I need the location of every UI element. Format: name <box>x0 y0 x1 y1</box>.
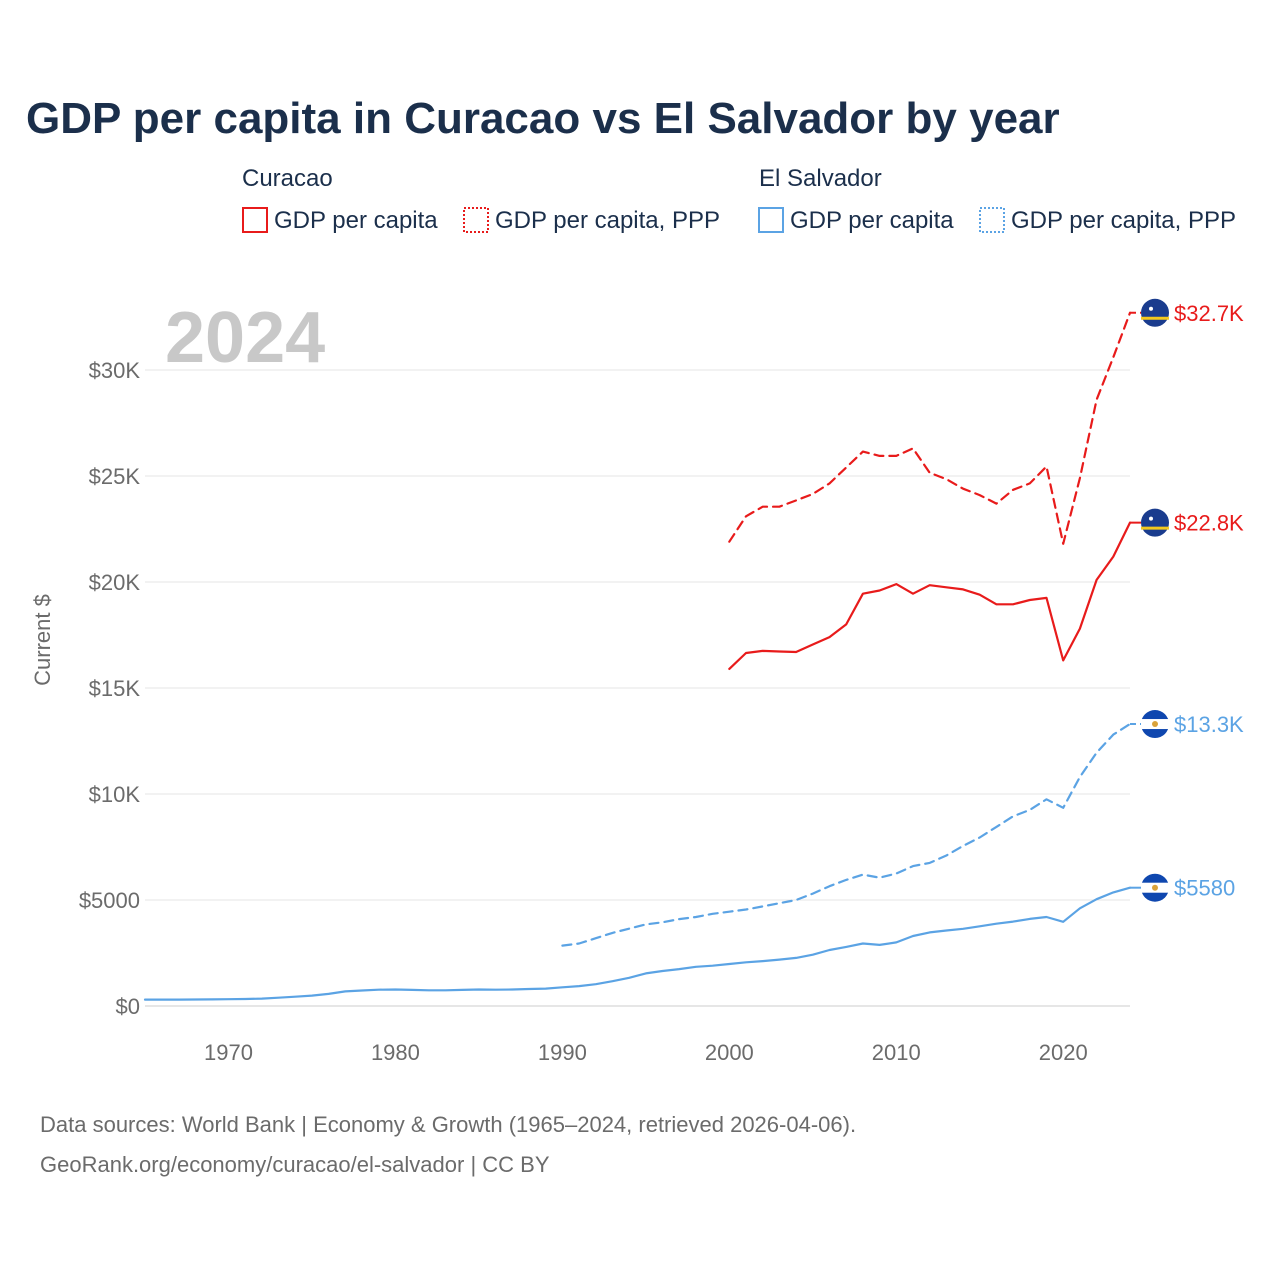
flag-el-salvador-icon <box>1141 710 1169 739</box>
legend-swatch-curacao-gdp-ppp[interactable] <box>463 207 489 233</box>
grid <box>145 369 1130 1007</box>
legend-swatch-el-salvador-gdp-ppp[interactable] <box>979 207 1005 233</box>
series-line-curacao-gdp-per-capita[interactable] <box>728 521 1132 671</box>
source-line-2[interactable]: GeoRank.org/economy/curacao/el-salvador … <box>40 1152 550 1177</box>
series-line-el-salvador-gdp-per-capita[interactable] <box>143 886 1132 1001</box>
y-tick-label: $10K <box>89 782 141 807</box>
end-value-label: $22.8K <box>1174 511 1244 536</box>
legend-label-curacao-gdp-ppp[interactable]: GDP per capita, PPP <box>495 207 720 234</box>
series <box>143 311 1132 1001</box>
year-watermark: 2024 <box>165 298 325 378</box>
flag-curacao-icon <box>1141 508 1169 537</box>
flag-curacao-icon <box>1141 298 1169 327</box>
y-axis-title: Current $ <box>30 594 55 686</box>
flag-el-salvador-icon <box>1141 873 1169 902</box>
legend-group-curacao: Curacao <box>242 165 333 192</box>
chart-title: GDP per capita in Curacao vs El Salvador… <box>26 94 1060 143</box>
y-tick-label: $30K <box>89 358 141 383</box>
legend: Curacao GDP per capita GDP per capita, P… <box>242 165 1236 234</box>
y-tick-label: $25K <box>89 464 141 489</box>
legend-swatch-el-salvador-gdp[interactable] <box>758 207 784 233</box>
y-axis-ticks: $0 $5000 $10K $15K $20K $25K $30K <box>79 358 141 1019</box>
x-axis-ticks: 1970 1980 1990 2000 2010 2020 <box>204 1040 1088 1065</box>
end-value-label: $13.3K <box>1174 712 1244 737</box>
end-labels: $32.7K $22.8K $13.3K $5580 <box>1130 298 1244 902</box>
source-line-1: Data sources: World Bank | Economy & Gro… <box>40 1112 856 1137</box>
x-tick-label: 1990 <box>538 1040 587 1065</box>
legend-label-curacao-gdp[interactable]: GDP per capita <box>274 207 438 234</box>
series-line-curacao-gdp-per-capita-ppp[interactable] <box>728 311 1132 545</box>
end-value-label: $32.7K <box>1174 301 1244 326</box>
x-tick-label: 2020 <box>1039 1040 1088 1065</box>
y-tick-label: $15K <box>89 676 141 701</box>
legend-label-el-salvador-gdp[interactable]: GDP per capita <box>790 207 954 234</box>
series-line-el-salvador-gdp-per-capita-ppp[interactable] <box>561 722 1132 947</box>
y-tick-label: $0 <box>116 994 140 1019</box>
end-value-label: $5580 <box>1174 876 1235 901</box>
legend-label-el-salvador-gdp-ppp[interactable]: GDP per capita, PPP <box>1011 207 1236 234</box>
y-tick-label: $20K <box>89 570 141 595</box>
x-tick-label: 1980 <box>371 1040 420 1065</box>
legend-group-el-salvador: El Salvador <box>759 165 882 192</box>
legend-swatch-curacao-gdp[interactable] <box>242 207 268 233</box>
x-tick-label: 1970 <box>204 1040 253 1065</box>
x-tick-label: 2010 <box>872 1040 921 1065</box>
x-tick-label: 2000 <box>705 1040 754 1065</box>
y-tick-label: $5000 <box>79 888 140 913</box>
